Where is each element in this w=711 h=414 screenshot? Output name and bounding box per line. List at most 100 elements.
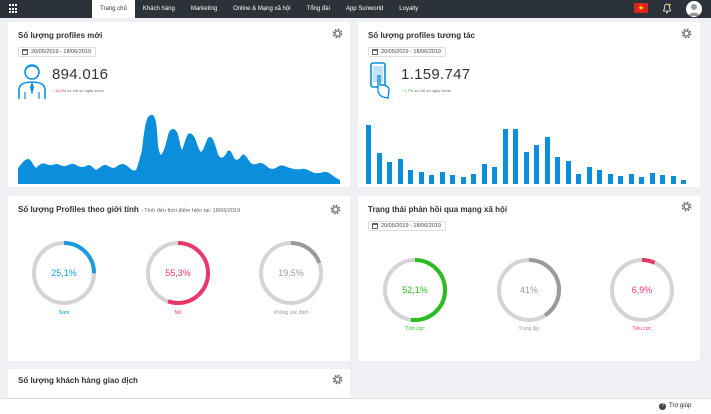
card-title: Số lượng Profiles theo giới tính - Tính … [18,205,241,214]
bar [492,167,497,184]
card-title: Số lượng khách hàng giao dịch [18,376,138,385]
card-title: Trạng thái phản hồi qua mạng xã hội [368,205,508,214]
donut-segment [383,258,447,322]
bar [429,175,434,184]
negative-donut-chart [610,258,674,322]
male-donut-chart [32,241,96,305]
top-navigation-bar: Trang chủ Khách hàng Marketing Online & … [0,0,711,18]
phone-tap-icon [370,62,390,99]
nav-item-online-social[interactable]: Online & Mạng xã hội [233,6,291,12]
donut-value: 52,1% [402,285,428,295]
bar [555,157,560,184]
bar [587,167,592,184]
bar [482,164,487,184]
nav-item-marketing[interactable]: Marketing [190,6,218,12]
interacting-profiles-count: 1.159.747 [401,66,471,83]
help-button[interactable]: ? Trợ giúp [659,400,691,412]
new-profiles-area-chart [18,114,340,184]
donut-segment [146,241,210,305]
donut-label: Trung lập [518,326,540,332]
new-profiles-card: Số lượng profiles mới 20/05/2019 - 18/06… [8,22,350,187]
gear-icon[interactable] [330,204,341,215]
user-icon [688,4,700,16]
bar [534,145,539,184]
donut-value: 6,9% [631,285,653,295]
bar [398,159,403,184]
nav-item-home[interactable]: Trang chủ [92,0,135,18]
nav-item-customers[interactable]: Khách hàng [142,6,175,12]
bell-icon[interactable] [663,3,671,14]
donut-value: 55,3% [165,268,191,278]
nav-item-loyalty[interactable]: Loyalty [399,6,419,12]
interacting-profiles-card: Số lượng profiles tương tác 20/05/2019 -… [358,22,700,187]
female-donut-chart [146,241,210,305]
nav-item-call-center[interactable]: Tổng đài [306,6,330,12]
donut-value: 25,1% [51,268,77,278]
donut-label: Không xác định [273,310,309,316]
person-icon [18,64,46,99]
bar [450,175,455,184]
bar [366,125,371,184]
main-nav: Trang chủ Khách hàng Marketing Online & … [92,0,426,18]
gear-icon[interactable] [332,28,343,39]
bar [545,137,550,184]
positive-donut-chart [383,258,447,322]
gear-icon[interactable] [681,201,692,212]
gear-icon[interactable] [681,28,692,39]
arrow-up-icon: ↑ [401,88,403,93]
bar [503,129,508,184]
delta-indicator: ↑ 1,7% so với số ngày trước [401,88,452,93]
bar [608,174,613,184]
bar [639,177,644,184]
donut-segment [610,258,674,322]
donut-value: 41% [519,285,538,295]
bar [681,180,686,184]
date-range-picker[interactable]: 20/05/2019 - 18/06/2019 [18,47,96,57]
date-range-picker[interactable]: 20/05/2019 - 18/06/2019 [368,47,446,57]
donut-segment [32,241,96,305]
nav-item-app-sunworld[interactable]: App Sunworld [345,6,384,12]
apps-grid-icon[interactable] [9,4,19,14]
bar [387,162,392,184]
user-avatar[interactable] [686,1,702,17]
interacting-profiles-bar-chart [366,125,686,184]
bar [618,176,623,184]
bar [408,170,413,184]
card-title: Số lượng profiles mới [18,31,103,40]
calendar-icon [22,49,28,55]
donut-segment [259,241,323,305]
delta-indicator: ↓ 11,6% so với số ngày trước [52,88,105,93]
bar [524,152,529,184]
calendar-icon [372,49,378,55]
gender-card: Số lượng Profiles theo giới tính - Tính … [8,196,350,361]
bar [419,172,424,184]
date-range-picker[interactable]: 20/05/2019 - 18/06/2019 [368,221,446,231]
bar [461,177,466,184]
bar [471,174,476,184]
bar [650,173,655,184]
new-profiles-count: 894.016 [52,66,109,83]
bar [513,129,518,184]
unknown-donut-chart [259,241,323,305]
card-title: Số lượng profiles tương tác [368,31,475,40]
arrow-down-icon: ↓ [52,88,54,93]
vietnam-flag-icon[interactable]: ★ [634,3,648,13]
bar [566,161,571,184]
donut-label: Nam [58,310,70,316]
donut-segment [497,258,561,322]
donut-value: 19,5% [278,268,304,278]
help-icon: ? [659,402,666,410]
gear-icon[interactable] [332,374,343,385]
social-feedback-card: Trạng thái phản hồi qua mạng xã hội 20/0… [358,196,700,361]
bar [660,175,665,184]
bar [576,174,581,184]
card-note: - Tính đến thời điểm hiện tại: 18/06/201… [140,208,241,214]
donut-label: Tích cực [405,326,425,332]
bottom-bar [0,398,711,414]
bar [629,174,634,184]
calendar-icon [372,223,378,229]
bar [377,153,382,184]
bar [671,176,676,184]
bar [597,170,602,184]
donut-label: Tiêu cực [632,326,652,332]
